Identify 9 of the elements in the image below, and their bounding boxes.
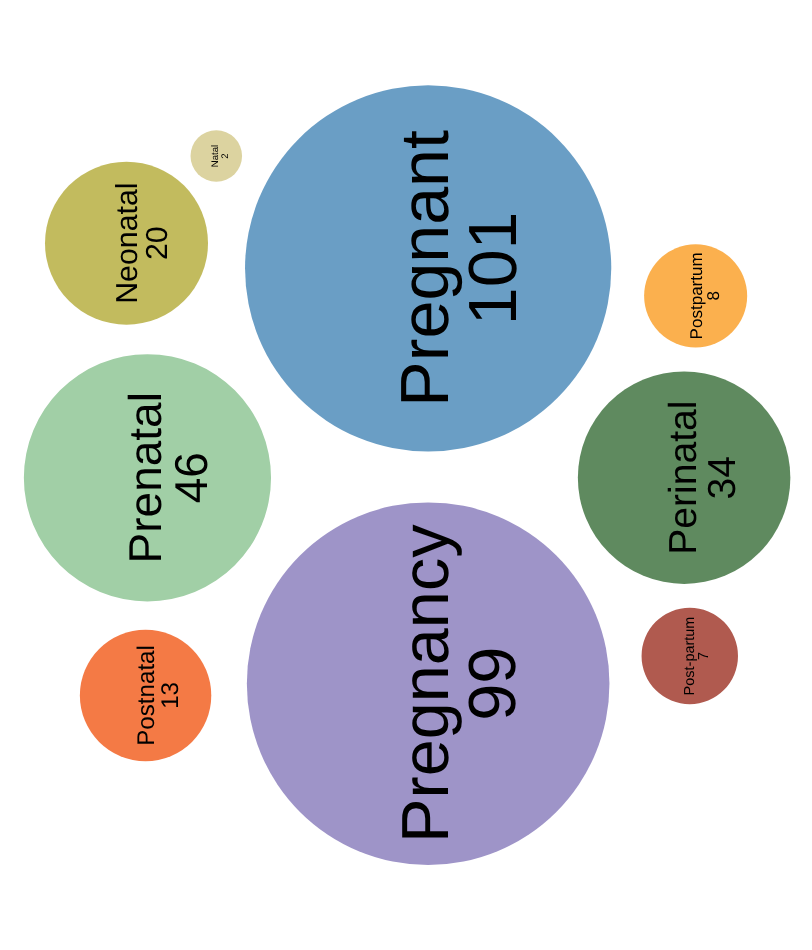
category-label: Neonatal [110, 182, 145, 304]
category-label: Postpartum [685, 252, 706, 340]
data-label: 8 [702, 290, 723, 301]
category-label: Postnatal [131, 645, 160, 746]
data-label: 34 [701, 455, 746, 500]
data-label: 13 [155, 681, 184, 709]
category-label: Perinatal [662, 400, 707, 555]
category-label: Pregnancy [390, 523, 465, 843]
data-label: 20 [140, 226, 175, 261]
